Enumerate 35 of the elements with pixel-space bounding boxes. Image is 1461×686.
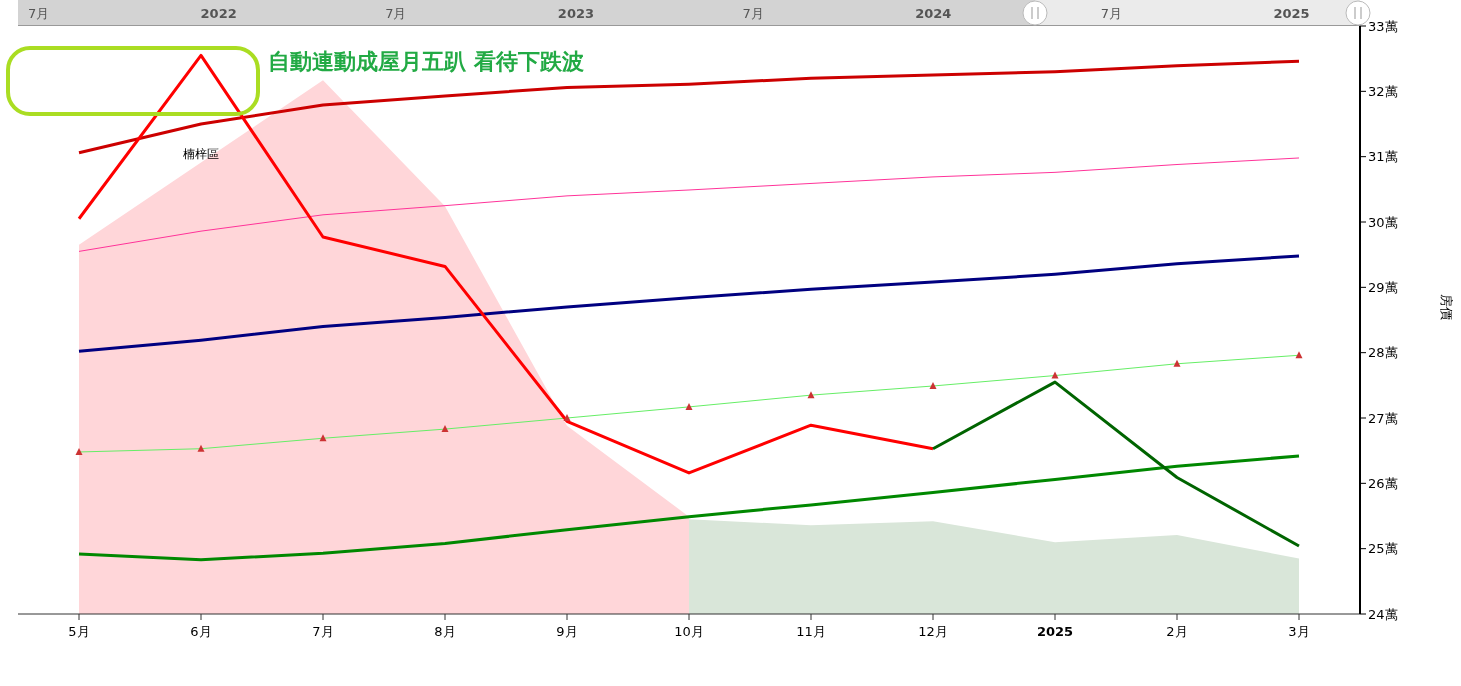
- x-tick-label: 2月: [1166, 624, 1188, 639]
- x2-tick-label: 2023: [557, 6, 595, 21]
- y-tick-label: 26萬: [1368, 475, 1398, 491]
- x-tick-label: 10月: [674, 624, 704, 639]
- annotation: 楠梓區: [183, 146, 219, 163]
- x2-tick-label: 7月: [742, 6, 764, 21]
- y-tick-label: 24萬: [1368, 606, 1398, 622]
- x2-tick-label: 2025: [1273, 6, 1310, 21]
- y-tick-label: 29萬: [1368, 279, 1398, 295]
- y-tick-label: 33萬: [1368, 18, 1398, 34]
- x2-tick-label: 7月: [385, 6, 407, 21]
- line-series: [77, 454, 1301, 562]
- x-tick-label: 8月: [434, 624, 456, 639]
- text: 自動連動成屋月五趴 看待下跌波: [268, 48, 584, 76]
- y-tick-label: 30萬: [1368, 214, 1398, 230]
- x2-tick-label: 2022: [200, 6, 237, 21]
- y-tick-label: 27萬: [1368, 410, 1398, 426]
- x-tick-label: 5月: [68, 624, 90, 639]
- y-tick-label: 32萬: [1368, 83, 1398, 99]
- y-tick-label: 28萬: [1368, 345, 1398, 361]
- y-tick-label: 25萬: [1368, 541, 1398, 557]
- x-tick-label: 7月: [312, 624, 334, 639]
- x-tick-label: 9月: [556, 624, 578, 639]
- x-tick-label: 12月: [918, 624, 948, 639]
- x-tick-label: 2025: [1036, 624, 1074, 639]
- x-tick-label: 11月: [796, 624, 826, 639]
- x-tick-label: 6月: [190, 624, 212, 639]
- y-tick-label: 31萬: [1368, 149, 1398, 165]
- x-tick-label: 3月: [1288, 624, 1310, 639]
- x2-tick-label: 7月: [1100, 6, 1123, 21]
- line-series: [931, 380, 1301, 548]
- y-axis-title: 房價: [1439, 294, 1455, 320]
- line-series: [77, 254, 1301, 353]
- x2-tick-label: 7月: [27, 6, 50, 21]
- x2-tick-label: 2024: [915, 6, 952, 21]
